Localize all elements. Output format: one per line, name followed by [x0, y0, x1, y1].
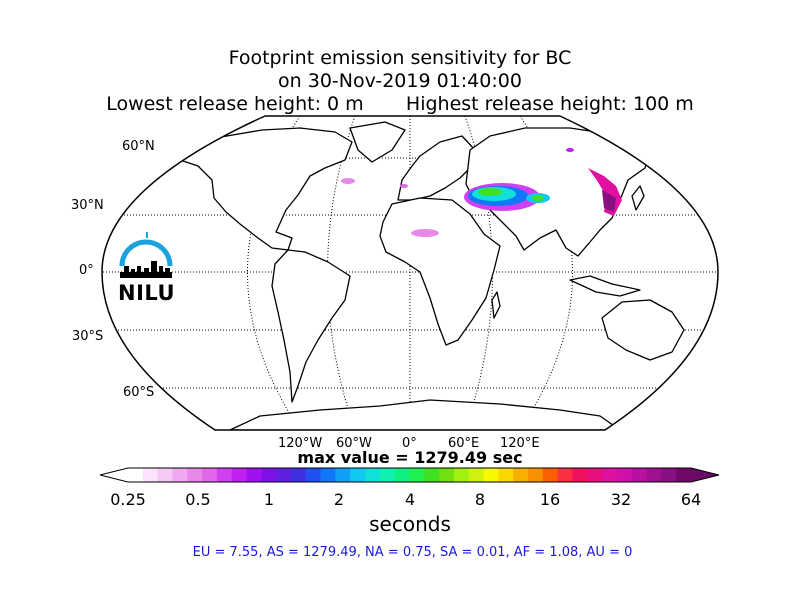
africa [379, 197, 501, 346]
globe-boundary [101, 115, 719, 431]
south-america [271, 249, 351, 403]
colorbar-tick: 0.25 [110, 490, 146, 509]
colorbar-cell [602, 468, 618, 482]
colorbar-cell [231, 468, 248, 482]
nilu-logo-icon [119, 232, 173, 278]
colorbar-tick: 0.5 [185, 490, 211, 509]
sensitivity-plume [341, 148, 622, 237]
antarctica [229, 399, 621, 430]
colorbar-cell [528, 468, 544, 482]
madagascar [491, 291, 501, 319]
colorbar-cell [616, 468, 633, 482]
map-title-line-3: Lowest release height: 0 m Highest relea… [106, 93, 694, 115]
colorbar-cell [409, 468, 425, 482]
colorbar-cell [216, 468, 233, 482]
colorbar-cell [498, 468, 514, 482]
japan [631, 185, 645, 211]
colorbar-label: seconds [369, 512, 451, 536]
nilu-logo-text: NILU [118, 281, 176, 305]
colorbar-cell [172, 468, 188, 482]
colorbar-tick: 4 [404, 490, 416, 509]
colorbar-cell [305, 468, 322, 482]
lat-label-30n: 30°N [71, 198, 104, 213]
colorbar-cell [142, 468, 159, 482]
colorbar-cell [646, 468, 662, 482]
colorbar-cell [187, 468, 203, 482]
colorbar-cell [379, 468, 396, 482]
north-america [169, 127, 353, 251]
lon-label-120e: 120°E [500, 436, 540, 451]
colorbar-cell [290, 468, 307, 482]
colorbar-cell [453, 468, 470, 482]
colorbar-cell [542, 468, 559, 482]
colorbar-tick: 16 [539, 490, 561, 509]
colorbar-tick: 64 [680, 490, 702, 509]
colorbar-cell [202, 468, 218, 482]
colorbar-cell [276, 468, 292, 482]
colorbar-cell [335, 468, 351, 482]
colorbar-cell [320, 468, 337, 482]
lat-label-30s: 30°S [72, 329, 104, 344]
lat-label-60n: 60°N [122, 139, 155, 154]
colorbar-cell [439, 468, 455, 482]
colorbar-cell [468, 468, 485, 482]
indonesia [569, 275, 641, 297]
lat-label-60s: 60°S [123, 385, 155, 400]
colorbar-cell [350, 468, 366, 482]
colorbar-cell [557, 468, 574, 482]
colorbar-cell [365, 468, 381, 482]
colorbar-cell [157, 468, 174, 482]
colorbar-cell [587, 468, 603, 482]
colorbar-cell [128, 468, 144, 482]
colorbar-tick: 1 [263, 490, 275, 509]
colorbar [99, 467, 720, 483]
colorbar-cell [661, 468, 677, 482]
colorbar-cell [676, 468, 692, 482]
colorbar-cell [513, 468, 529, 482]
region-summary-footer: EU = 7.55, AS = 1279.49, NA = 0.75, SA =… [192, 545, 633, 560]
colorbar-cell [246, 468, 262, 482]
colorbar-cell [483, 468, 499, 482]
colorbar-cell [261, 468, 277, 482]
colorbar-cell [394, 468, 411, 482]
lon-label-60e: 60°E [448, 436, 480, 451]
colorbar-cell [631, 468, 648, 482]
lat-label-0: 0° [79, 263, 94, 278]
colorbar-cell [572, 468, 588, 482]
map-title-line-2: on 30-Nov-2019 01:40:00 [278, 70, 522, 92]
colorbar-tick: 8 [474, 490, 486, 509]
map-title-line-1: Footprint emission sensitivity for BC [228, 47, 572, 69]
lon-label-120w: 120°W [278, 436, 323, 451]
lon-label-0: 0° [402, 436, 417, 451]
australia [601, 299, 685, 361]
lon-label-60w: 60°W [336, 436, 372, 451]
colorbar-arrow-right [691, 468, 719, 482]
greenland [349, 121, 406, 163]
colorbar-tick: 32 [610, 490, 632, 509]
max-value-label: max value = 1279.49 sec [297, 448, 523, 467]
colorbar-cell [424, 468, 440, 482]
colorbar-tick: 2 [333, 490, 345, 509]
new-zealand [693, 349, 703, 375]
coastlines [169, 121, 703, 430]
map-body [102, 116, 718, 430]
